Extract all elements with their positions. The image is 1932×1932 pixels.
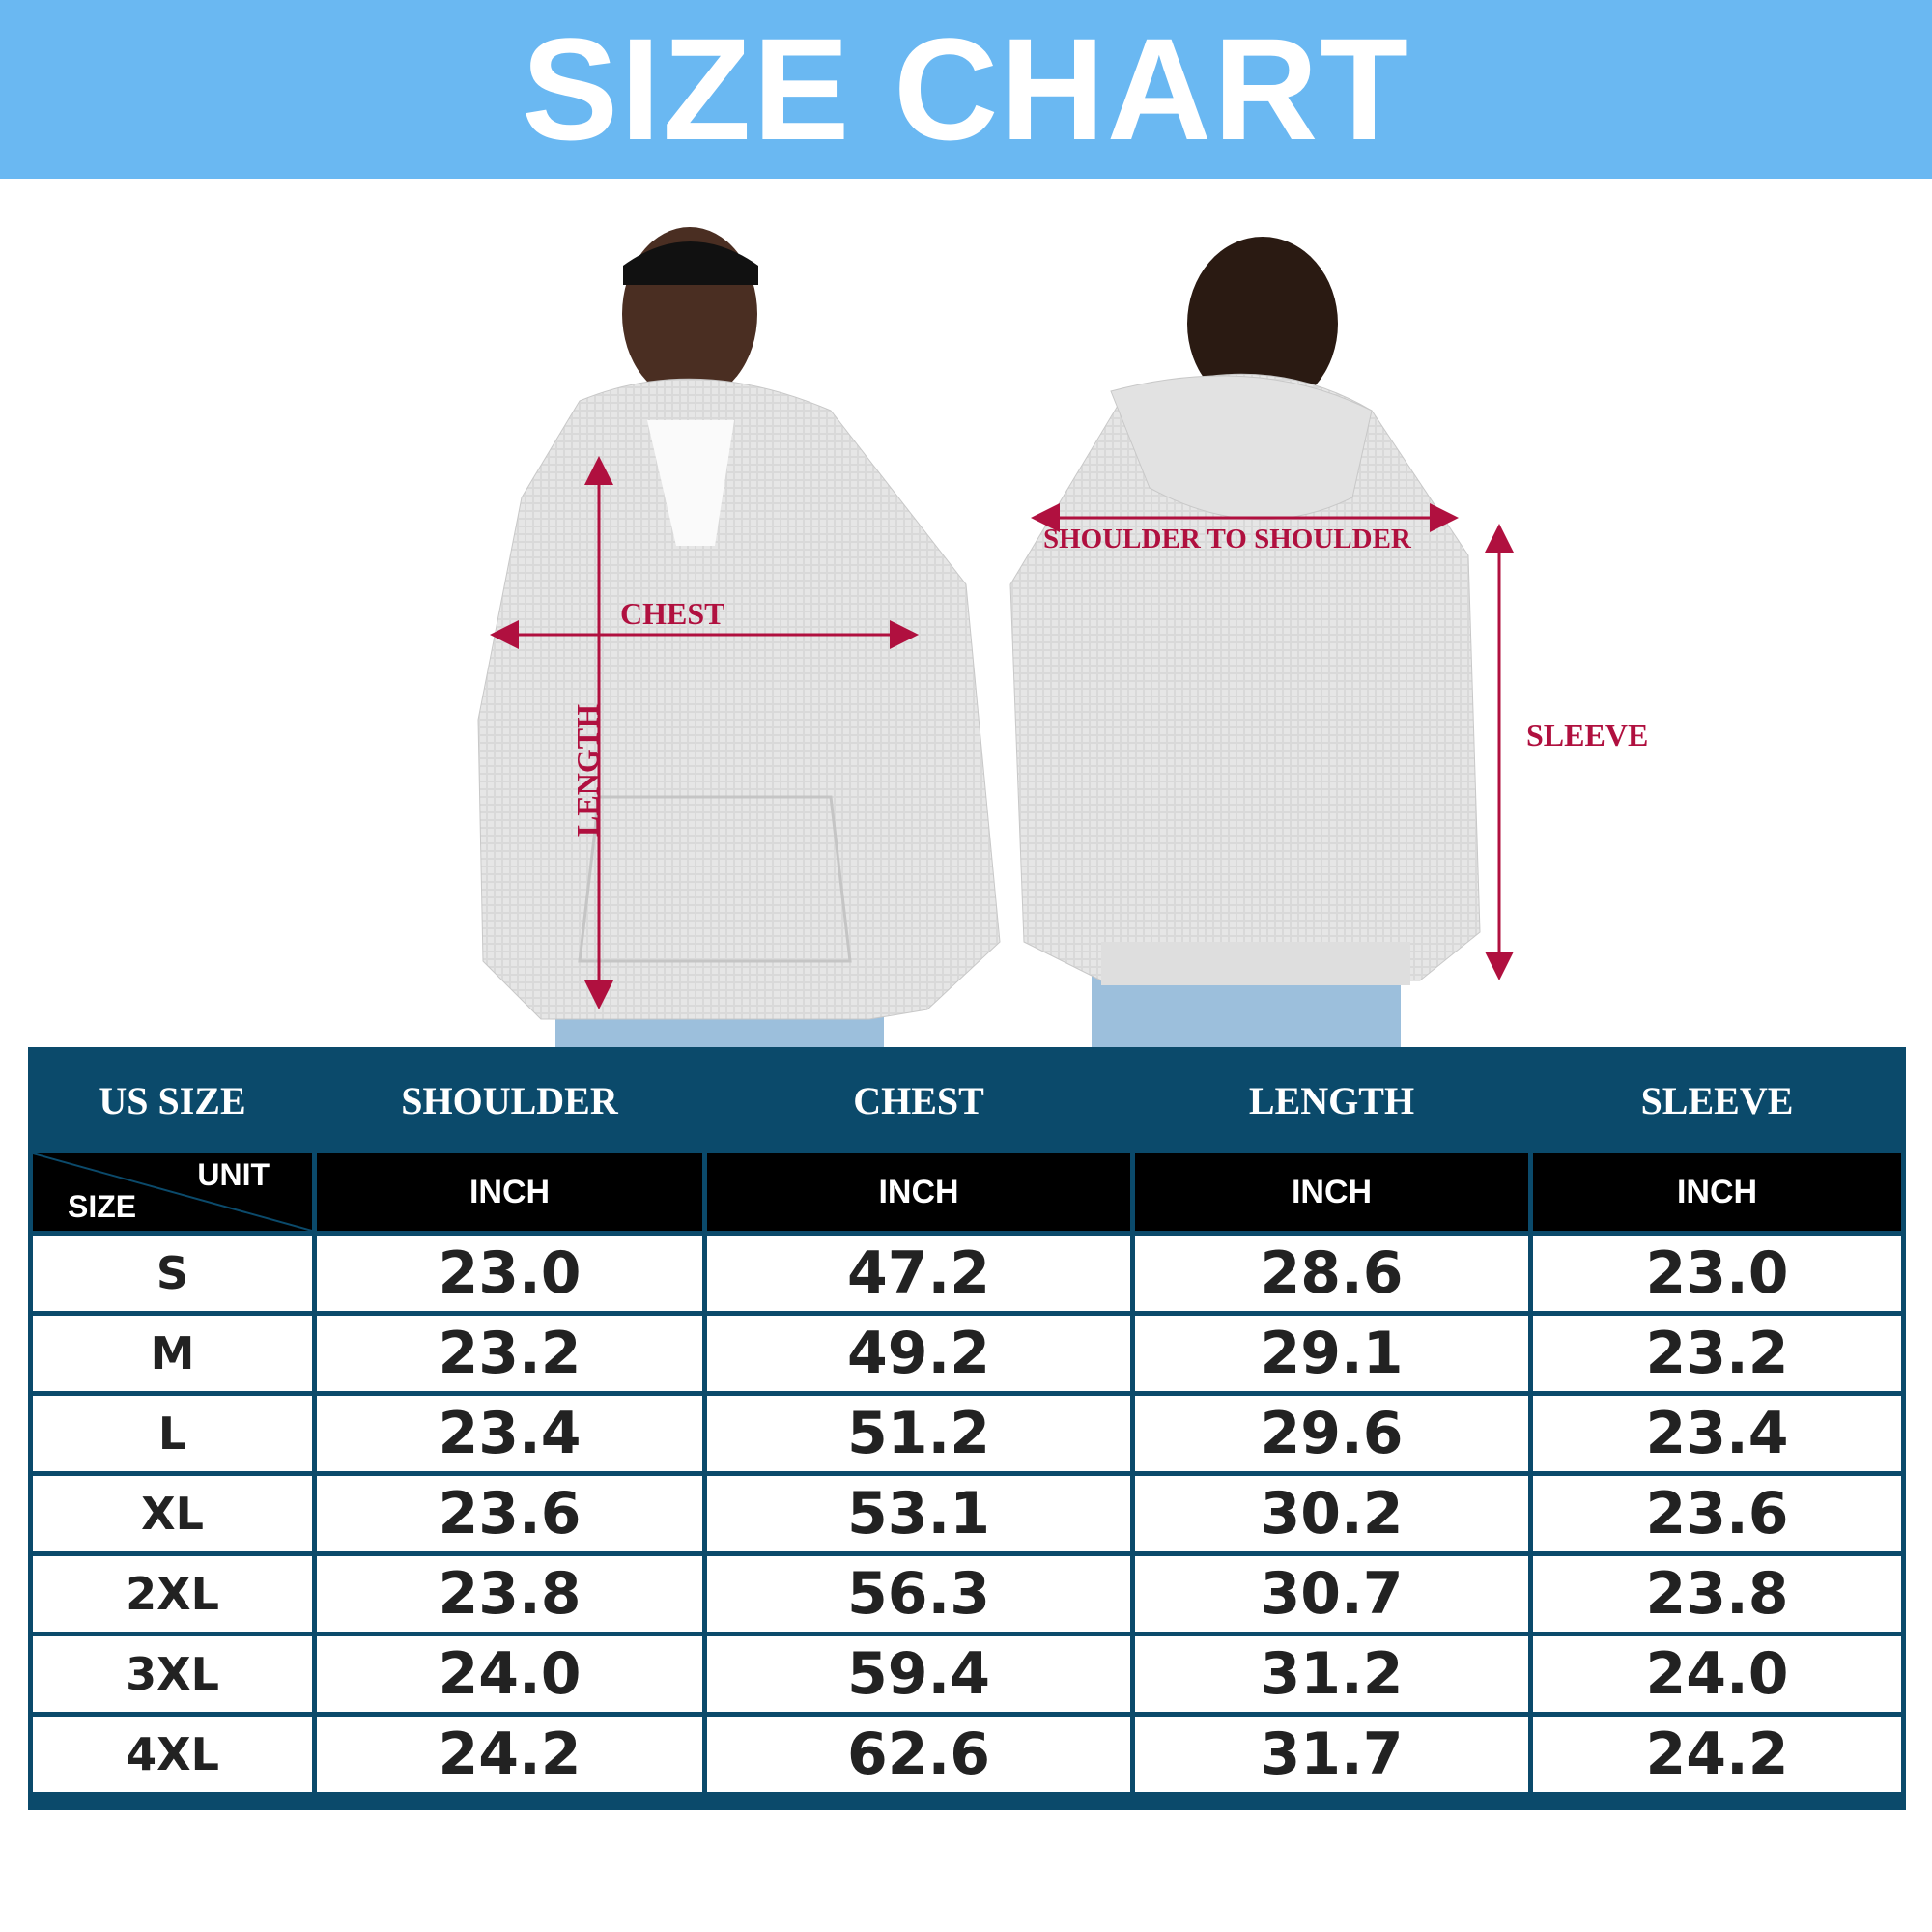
cell-shoulder: 23.6: [317, 1476, 702, 1551]
cell-shoulder: 23.8: [317, 1556, 702, 1632]
cell-length: 31.2: [1135, 1636, 1528, 1712]
cell-shoulder: 24.0: [317, 1636, 702, 1712]
hoodie-illustration: [477, 227, 1514, 1048]
chest-label: CHEST: [620, 596, 725, 631]
cell-sleeve: 24.2: [1533, 1717, 1901, 1792]
cell-sleeve: 23.0: [1533, 1236, 1901, 1311]
cell-sleeve: 24.0: [1533, 1636, 1901, 1712]
unit-chest: INCH: [707, 1153, 1130, 1231]
cell-size: 4XL: [33, 1717, 312, 1792]
sleeve-label: SLEEVE: [1526, 718, 1649, 753]
cell-length: 29.1: [1135, 1316, 1528, 1391]
cell-size: 3XL: [33, 1636, 312, 1712]
cell-length: 28.6: [1135, 1236, 1528, 1311]
unit-row: UNIT SIZE INCH INCH INCH INCH: [33, 1153, 1901, 1231]
cell-size: 2XL: [33, 1556, 312, 1632]
cell-chest: 47.2: [707, 1236, 1130, 1311]
cell-length: 30.2: [1135, 1476, 1528, 1551]
cell-length: 30.7: [1135, 1556, 1528, 1632]
cell-size: L: [33, 1396, 312, 1471]
header-row: US SIZE SHOULDER CHEST LENGTH SLEEVE: [33, 1052, 1901, 1149]
title-banner: SIZE CHART: [0, 0, 1932, 179]
diagonal-divider: [33, 1153, 312, 1231]
length-label: LENGTH: [569, 704, 605, 837]
cell-length: 29.6: [1135, 1396, 1528, 1471]
cell-shoulder: 24.2: [317, 1717, 702, 1792]
header-sleeve: SLEEVE: [1533, 1052, 1901, 1149]
model-figure: CHEST LENGTH SHOULDER TO SHOULDER SLEEVE: [0, 179, 1932, 1048]
header-chest: CHEST: [707, 1052, 1130, 1149]
table-row: XL 23.6 53.1 30.2 23.6: [33, 1476, 1901, 1551]
table-row: 4XL 24.2 62.6 31.7 24.2: [33, 1717, 1901, 1792]
unit-label: UNIT: [197, 1157, 270, 1192]
table-row: S 23.0 47.2 28.6 23.0: [33, 1236, 1901, 1311]
unit-sleeve: INCH: [1533, 1153, 1901, 1231]
cell-sleeve: 23.2: [1533, 1316, 1901, 1391]
cell-length: 31.7: [1135, 1717, 1528, 1792]
size-label: SIZE: [68, 1189, 137, 1224]
table-row: L 23.4 51.2 29.6 23.4: [33, 1396, 1901, 1471]
cell-chest: 49.2: [707, 1316, 1130, 1391]
cell-size: M: [33, 1316, 312, 1391]
cell-shoulder: 23.0: [317, 1236, 702, 1311]
cell-size: XL: [33, 1476, 312, 1551]
table-row: 2XL 23.8 56.3 30.7 23.8: [33, 1556, 1901, 1632]
cell-chest: 53.1: [707, 1476, 1130, 1551]
back-model: [1009, 237, 1481, 1048]
size-table: US SIZE SHOULDER CHEST LENGTH SLEEVE UNI…: [28, 1047, 1906, 1810]
table-row: M 23.2 49.2 29.1 23.2: [33, 1316, 1901, 1391]
page-title: SIZE CHART: [522, 8, 1410, 170]
cell-chest: 62.6: [707, 1717, 1130, 1792]
cell-chest: 59.4: [707, 1636, 1130, 1712]
size-unit-corner: UNIT SIZE: [33, 1153, 312, 1231]
header-shoulder: SHOULDER: [317, 1052, 702, 1149]
cell-sleeve: 23.8: [1533, 1556, 1901, 1632]
cell-chest: 51.2: [707, 1396, 1130, 1471]
header-us-size: US SIZE: [33, 1052, 312, 1149]
header-length: LENGTH: [1135, 1052, 1528, 1149]
cell-sleeve: 23.6: [1533, 1476, 1901, 1551]
table-row: 3XL 24.0 59.4 31.2 24.0: [33, 1636, 1901, 1712]
unit-shoulder: INCH: [317, 1153, 702, 1231]
front-model: [477, 227, 1001, 1048]
shoulder-label: SHOULDER TO SHOULDER: [1043, 524, 1411, 554]
cell-size: S: [33, 1236, 312, 1311]
unit-length: INCH: [1135, 1153, 1528, 1231]
cell-chest: 56.3: [707, 1556, 1130, 1632]
cell-sleeve: 23.4: [1533, 1396, 1901, 1471]
cell-shoulder: 23.4: [317, 1396, 702, 1471]
cell-shoulder: 23.2: [317, 1316, 702, 1391]
